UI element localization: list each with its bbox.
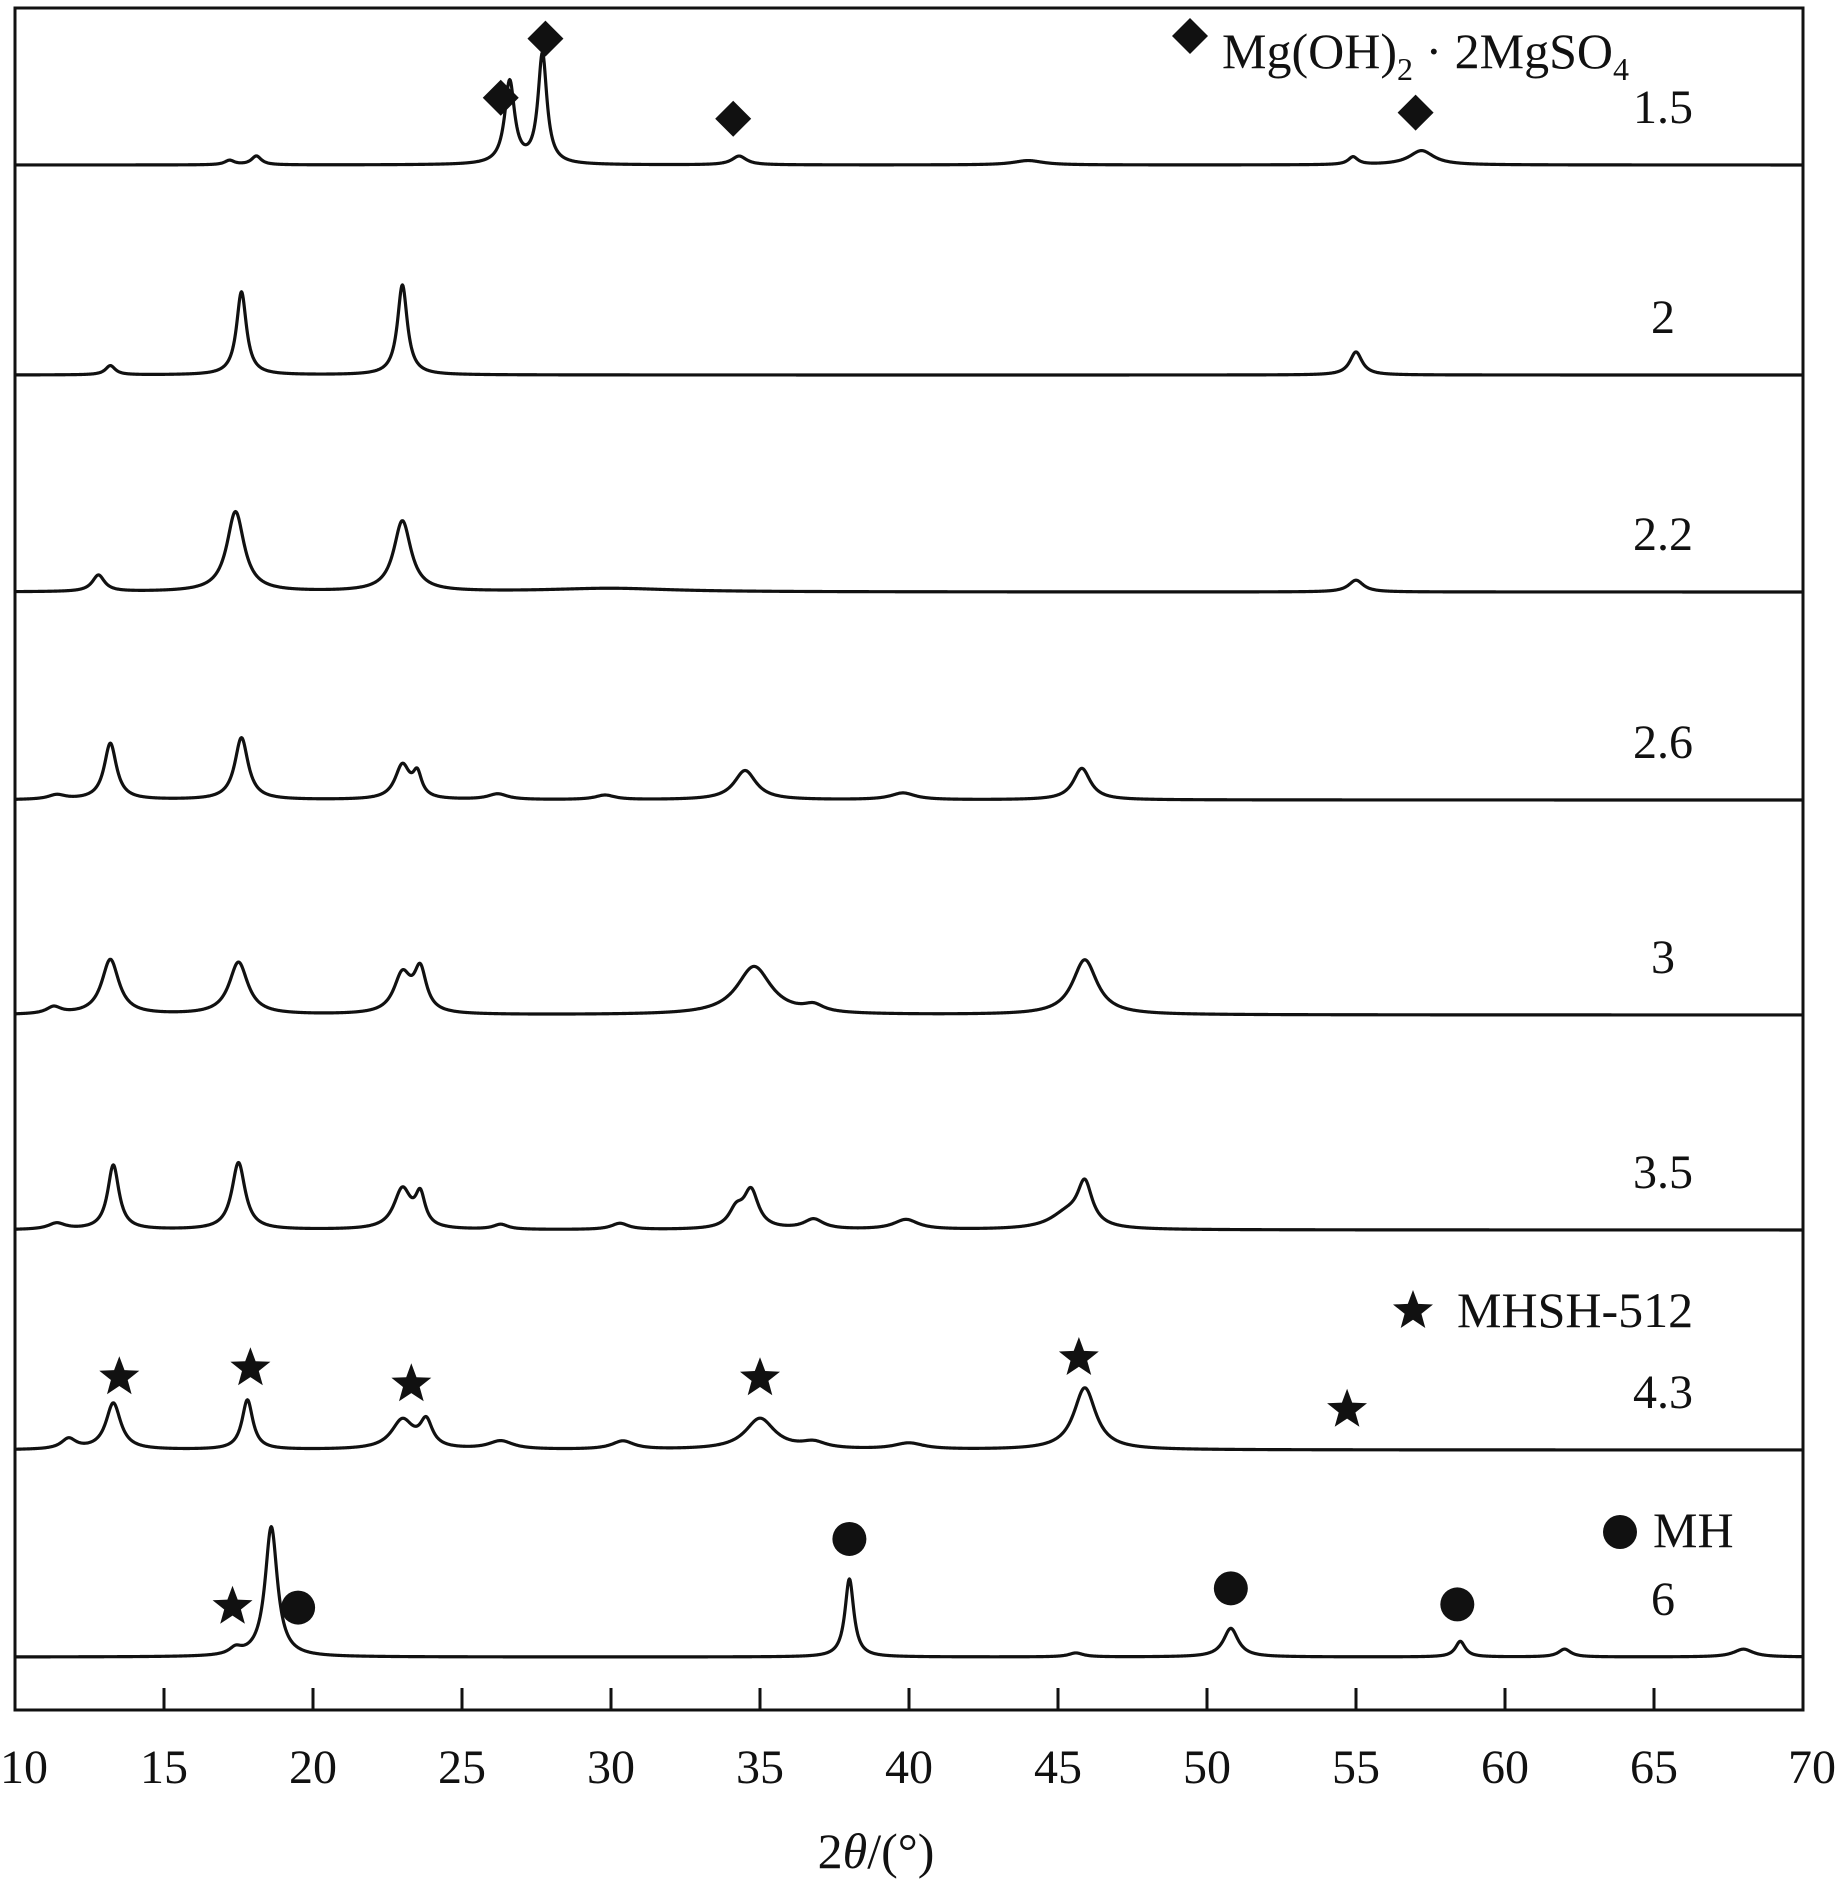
marker-diamond-1-5-3	[1397, 94, 1434, 131]
x-tick-label-30: 30	[587, 1741, 635, 1794]
marker-circle-6-4	[1440, 1587, 1475, 1622]
x-tick-label-55: 55	[1332, 1741, 1380, 1794]
series-label-1-5: 1.5	[1633, 81, 1693, 134]
x-axis-title: 2θ/(°)	[818, 1823, 935, 1879]
legend-marker-circle	[1603, 1515, 1637, 1549]
marker-star-4-3-3	[740, 1357, 780, 1396]
marker-star-4-3-5	[1327, 1388, 1367, 1427]
series-label-4-3: 4.3	[1633, 1366, 1693, 1419]
marker-diamond-1-5-1	[527, 20, 564, 57]
series-line-3-5	[14, 1160, 1804, 1232]
series-label-6: 6	[1651, 1573, 1675, 1626]
x-tick-label-70: 70	[1788, 1741, 1836, 1794]
legend-text-mgoh2: Mg(OH)2 · 2MgSO4	[1222, 23, 1629, 87]
x-tick-label-20: 20	[289, 1741, 337, 1794]
x-tick-label-15: 15	[140, 1741, 188, 1794]
marker-star-4-3-2	[391, 1363, 432, 1402]
marker-diamond-1-5-2	[715, 100, 752, 137]
series-line-1-5	[14, 50, 1804, 167]
marker-star-4-3-4	[1058, 1337, 1099, 1375]
marker-star-6-0	[212, 1585, 253, 1624]
legend-marker-star	[1393, 1290, 1433, 1328]
markers-layer	[99, 20, 1475, 1625]
x-tick-label-10: 10	[0, 1741, 48, 1794]
series-label-3: 3	[1651, 931, 1675, 984]
marker-circle-6-1	[281, 1590, 316, 1625]
series-line-3	[14, 957, 1804, 1017]
legend-text-mh: MH	[1653, 1502, 1734, 1558]
x-tick-label-65: 65	[1630, 1741, 1678, 1794]
series-line-2-2	[14, 509, 1804, 594]
marker-diamond-1-5-0	[482, 79, 519, 116]
series-line-2	[14, 283, 1804, 377]
legend-layer: Mg(OH)2 · 2MgSO4 MHSH-512 MH	[1172, 18, 1734, 1558]
series-label-2-2: 2.2	[1633, 508, 1693, 561]
x-tick-label-35: 35	[736, 1741, 784, 1794]
legend-text-mhsh: MHSH-512	[1457, 1282, 1693, 1338]
series-label-2-6: 2.6	[1633, 716, 1693, 769]
series-label-2: 2	[1651, 291, 1675, 344]
marker-circle-6-3	[1213, 1571, 1248, 1606]
series-line-2-6	[14, 736, 1804, 802]
x-tick-label-50: 50	[1183, 1741, 1231, 1794]
series-label-3-5: 3.5	[1633, 1146, 1693, 1199]
marker-star-4-3-0	[99, 1356, 140, 1395]
series-line-6	[14, 1525, 1804, 1659]
series-line-4-3	[14, 1386, 1804, 1452]
x-tick-label-40: 40	[885, 1741, 933, 1794]
x-tick-label-60: 60	[1481, 1741, 1529, 1794]
axes-layer: 10 15 20 25 30 35 40 45 50 55 60 65 70	[0, 6, 1836, 1794]
x-tick-label-45: 45	[1034, 1741, 1082, 1794]
plot-frame	[13, 6, 1805, 1712]
legend-marker-diamond	[1172, 18, 1208, 54]
series-layer: 1.5 2 2.2 2.6 3 3.5 4.3 6	[14, 50, 1804, 1659]
marker-star-4-3-1	[230, 1347, 271, 1386]
x-tick-label-25: 25	[438, 1741, 486, 1794]
marker-circle-6-2	[832, 1521, 867, 1556]
